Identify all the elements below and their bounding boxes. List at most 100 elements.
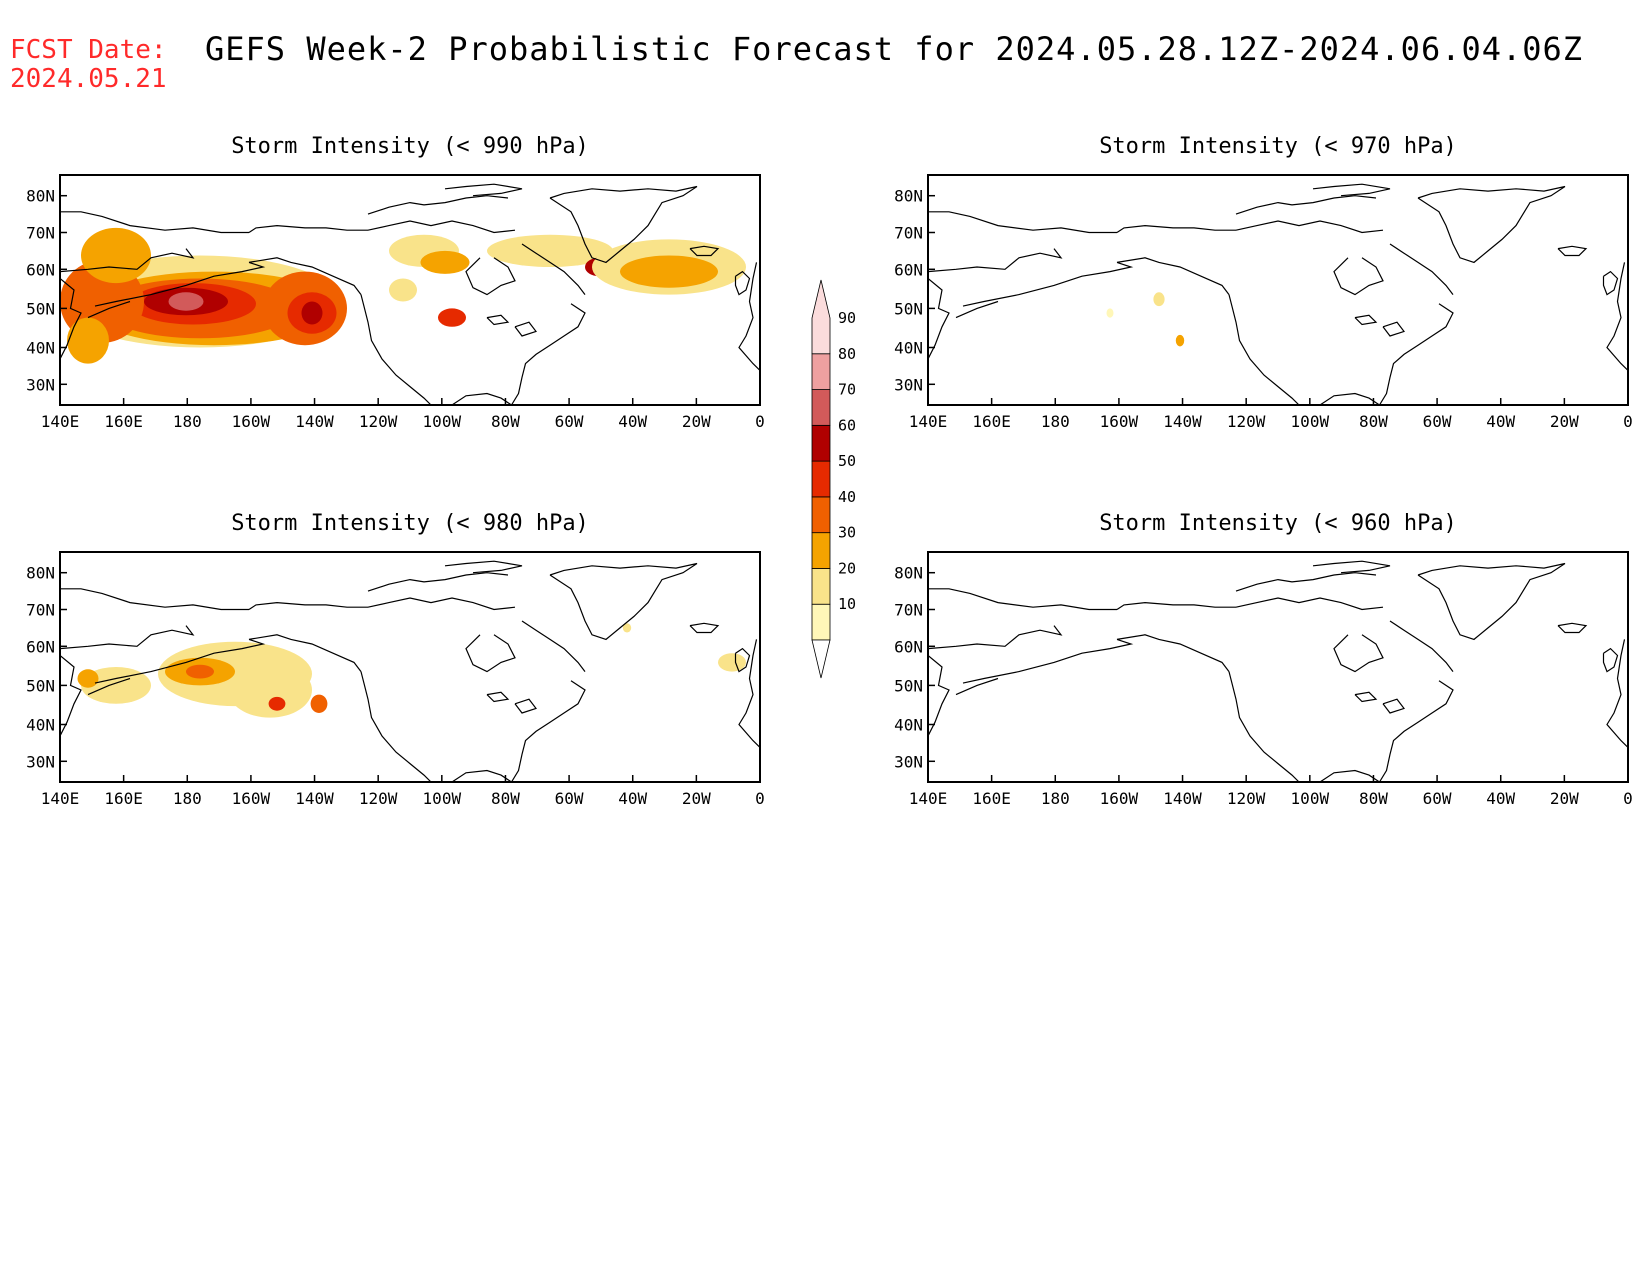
coastline (87, 300, 131, 319)
colorbar-segment (811, 424, 831, 462)
coastline (1382, 698, 1405, 714)
coastline (962, 638, 1134, 684)
lat-tick-label: 60N (894, 637, 923, 656)
lat-tick-label: 70N (26, 224, 55, 243)
coastline (248, 601, 368, 611)
coastline (465, 634, 516, 673)
colorbar-segment (811, 460, 831, 498)
coastline (1602, 647, 1619, 673)
coastline (451, 392, 512, 405)
colorbar-segment (811, 496, 831, 534)
coastline (1116, 224, 1236, 234)
probability-shade (168, 292, 204, 311)
map-area (60, 183, 760, 405)
colorbar-label: 40 (838, 488, 856, 506)
probability-shade (268, 696, 286, 711)
lon-tick-label: 160E (972, 412, 1011, 431)
coastline (1354, 314, 1378, 326)
coastline (1228, 671, 1300, 782)
coastline (87, 677, 131, 696)
coastline (514, 698, 537, 714)
coastline (514, 321, 537, 337)
lat-tick-label: 70N (894, 601, 923, 620)
coastline (94, 261, 266, 307)
fcst-date: 2024.05.21 (10, 64, 167, 94)
lon-tick-label: 60W (555, 789, 584, 808)
coastline (521, 243, 586, 295)
lon-tick-label: 140W (295, 789, 334, 808)
coastline (549, 185, 698, 264)
lat-tick-label: 80N (894, 187, 923, 206)
coastline (60, 625, 195, 650)
lon-tick-label: 100W (423, 789, 462, 808)
coastline (1116, 634, 1230, 672)
lon-tick-label: 140W (1163, 789, 1202, 808)
coastline (1417, 562, 1566, 641)
lon-tick-label: 140E (909, 412, 948, 431)
panel-title: Storm Intensity (< 980 hPa) (231, 511, 589, 536)
lat-tick-label: 30N (894, 375, 923, 394)
coastline (1319, 769, 1380, 782)
probability-shade (228, 662, 312, 718)
colorbar-segment (811, 353, 831, 390)
map-area (928, 560, 1628, 782)
lon-tick-label: 120W (359, 412, 398, 431)
lon-tick-label: 140E (41, 412, 80, 431)
probability-shade (1106, 308, 1114, 318)
lat-tick-label: 60N (26, 637, 55, 656)
coastline (928, 248, 1063, 273)
coastline (928, 625, 1063, 650)
coastline (444, 183, 523, 197)
coastline (1606, 262, 1628, 371)
lon-tick-label: 120W (1227, 412, 1266, 431)
colorbar-label: 30 (838, 524, 856, 542)
map-panel-p970: Storm Intensity (< 970 hPa) 140E 160E 180 16… (894, 134, 1633, 431)
lon-tick-label: 60W (1423, 412, 1452, 431)
page-title: GEFS Week-2 Probabilistic Forecast for 2… (205, 30, 1584, 68)
probability-shade (389, 278, 417, 302)
lon-tick-label: 160E (972, 789, 1011, 808)
panel-frame (927, 551, 1629, 783)
lon-tick-label: 160W (1100, 412, 1139, 431)
lon-tick-label: 140E (909, 789, 948, 808)
lon-tick-label: 120W (1227, 789, 1266, 808)
panel-title: Storm Intensity (< 990 hPa) (231, 134, 589, 159)
lat-tick-label: 80N (26, 187, 55, 206)
lon-tick-label: 180 (1041, 412, 1070, 431)
panel-frame (59, 174, 761, 406)
coastline (248, 224, 368, 234)
probability-shade (77, 669, 99, 688)
coastline (1389, 243, 1454, 295)
lon-tick-label: 100W (1291, 412, 1330, 431)
colorbar-segment (811, 389, 831, 426)
lat-tick-label: 60N (26, 260, 55, 279)
panel-frame (59, 551, 761, 783)
coastline (928, 278, 950, 360)
colorbar-label: 80 (838, 345, 856, 363)
lon-tick-label: 0 (1623, 789, 1633, 808)
lon-tick-label: 20W (1550, 412, 1579, 431)
coastline (1312, 560, 1391, 574)
coastline (955, 677, 999, 696)
fcst-label: FCST Date: (10, 35, 167, 65)
colorbar-segment (811, 532, 831, 569)
lat-tick-label: 30N (26, 752, 55, 771)
lon-tick-label: 40W (1486, 412, 1515, 431)
lat-tick-label: 80N (26, 564, 55, 583)
probability-shade (718, 653, 746, 672)
probability-shade (438, 308, 466, 327)
coastline (1116, 601, 1236, 611)
lon-tick-label: 80W (1359, 789, 1388, 808)
coastline (1557, 622, 1588, 634)
coastline (1235, 220, 1384, 234)
probability-shade (1175, 334, 1185, 347)
lon-tick-label: 160E (104, 789, 143, 808)
lat-tick-label: 40N (894, 716, 923, 735)
lon-tick-label: 60W (555, 412, 584, 431)
coastline (738, 262, 760, 371)
lon-tick-label: 140W (295, 412, 334, 431)
lon-tick-label: 100W (1291, 789, 1330, 808)
coastline (955, 300, 999, 319)
coastline (60, 248, 195, 273)
